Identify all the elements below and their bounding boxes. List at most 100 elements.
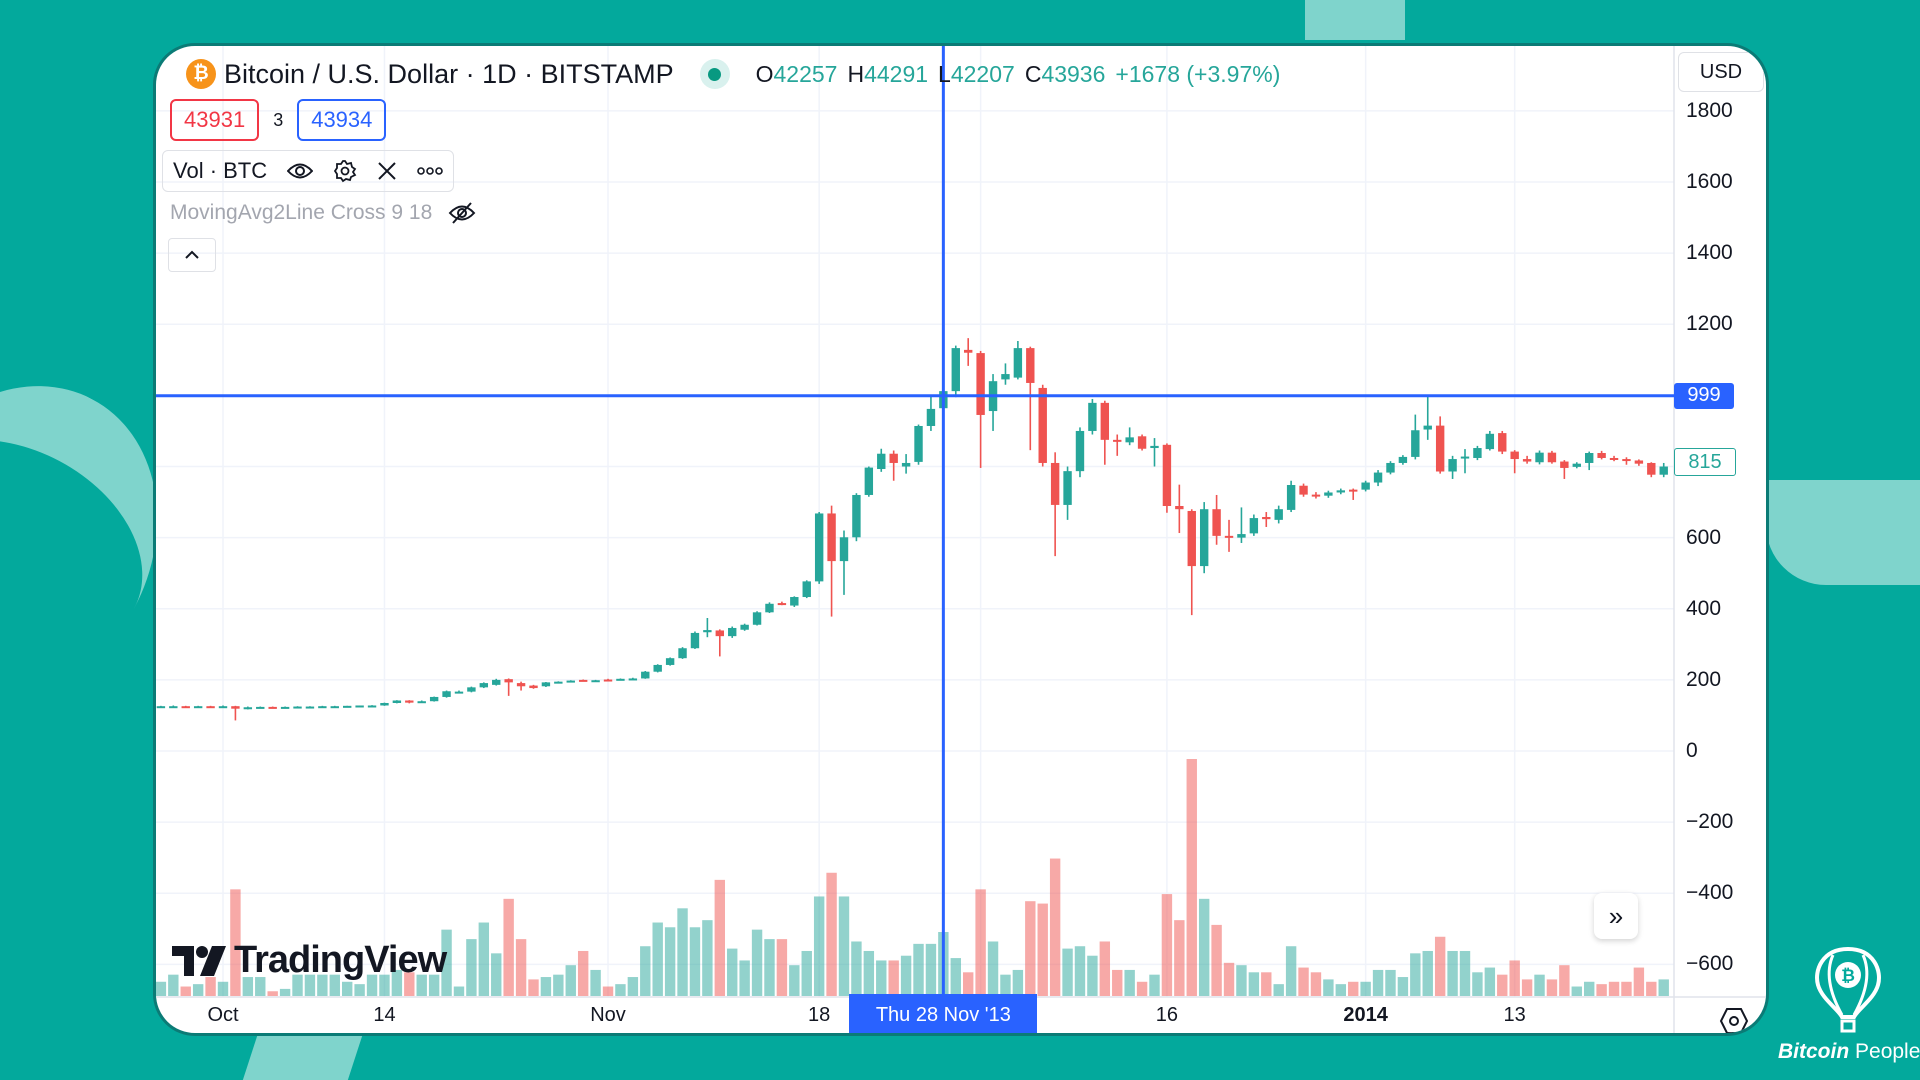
candle-body [1373,472,1383,483]
volume-bar [1397,977,1409,996]
price-tick-label: 1400 [1686,241,1733,265]
buy-button[interactable]: 43934 [297,99,387,141]
volume-bar [1211,924,1222,996]
candle-body [752,612,762,625]
candle-body [653,664,662,672]
time-tick-label: 2014 [1343,1004,1388,1026]
candle-body [877,453,886,470]
candle-body [1349,489,1358,492]
volume-bar [1559,965,1570,996]
candle-body [1249,518,1259,534]
tradingview-logo-icon [172,945,226,976]
volume-bar [640,946,651,996]
candle-body [678,648,687,659]
settings-hex-icon [1719,1008,1749,1033]
volume-bar [963,972,974,996]
candle-body [703,630,712,633]
volume-bar [428,974,440,996]
volume-bar [156,981,167,996]
candle-body [318,706,327,709]
volume-bar [255,977,266,996]
decor-shape-right [1766,480,1920,585]
candle-body [1286,485,1296,510]
candle-body [1423,425,1432,430]
eye-slash-icon[interactable] [448,201,476,225]
candle-body [1088,402,1097,431]
volume-bar [1372,969,1384,996]
tradingview-logo: TradingView [172,939,447,982]
volume-bar [491,953,502,996]
scroll-to-realtime-button[interactable]: » [1594,893,1638,939]
price-tick-label: 200 [1686,667,1722,691]
volume-bar [1335,984,1346,996]
volume-bar [714,879,725,996]
high-label: H [847,60,865,87]
market-status-icon[interactable] [699,59,730,89]
volume-bar [987,941,999,996]
volume-bar [1447,950,1458,996]
volume-bar [553,974,564,996]
candle-body [305,706,315,709]
candle-body [554,681,563,684]
tradingview-wordmark: TradingView [234,939,447,981]
volume-bar [168,974,179,996]
candle-body [492,679,501,685]
balloon-icon: ₿ [1815,946,1881,1033]
price-tick-label: 1600 [1686,170,1733,194]
candle-body [1187,510,1196,567]
candle-body [914,425,923,462]
volume-bar [888,960,899,996]
candle-body [1498,433,1507,452]
decor-bar-top [1305,0,1405,40]
volume-bar [1410,953,1421,996]
price-chart[interactable] [156,46,1766,1033]
volume-bar [1633,967,1645,996]
price-tick-label: 600 [1686,525,1722,549]
volume-indicator-label[interactable]: Vol · BTC [173,158,268,183]
volume-bar [1012,969,1024,996]
candle-body [1522,459,1532,462]
candle-body [777,603,787,606]
change-value: +1678 (+3.97%) [1115,60,1281,87]
last-price-label: 815 [1674,448,1736,477]
candle-body [355,705,364,708]
price-tick-label: 1800 [1686,98,1733,122]
price-tick-label: 0 [1686,739,1698,762]
volume-bar [1000,974,1011,996]
currency-selector[interactable]: USD [1678,52,1764,92]
candle-body [516,683,526,687]
volume-bar [1484,967,1496,996]
collapse-legend-button[interactable] [168,238,216,272]
symbol-header: ₿ Bitcoin / U.S. Dollar · 1D · BITSTAMP … [186,58,1280,90]
candle-body [628,678,638,681]
symbol-title[interactable]: Bitcoin / U.S. Dollar · 1D · BITSTAMP [224,58,674,89]
spread-value: 3 [273,109,284,130]
gear-icon[interactable] [333,159,357,183]
volume-bar [826,872,837,996]
ma-indicator-label[interactable]: MovingAvg2Line Cross 9 18 [170,201,433,224]
price-tick-label: 400 [1686,596,1722,620]
candle-body [1411,430,1420,457]
candle-body [578,679,588,682]
eye-icon[interactable] [287,161,314,181]
candle-body [417,701,426,704]
candle-body [591,680,600,683]
candle-body [1659,466,1668,475]
volume-bar [1062,948,1073,996]
more-options-icon[interactable] [417,166,443,176]
volume-bar [602,986,614,996]
volume-bar [913,943,924,996]
candle-body [454,691,464,694]
chart-window: ₿ Bitcoin / U.S. Dollar · 1D · BITSTAMP … [153,43,1769,1036]
close-icon[interactable] [377,161,397,181]
sell-button[interactable]: 43931 [170,99,260,141]
low-value: 42207 [950,60,1015,87]
volume-bar [863,950,875,996]
axis-settings-button[interactable] [1719,1006,1749,1033]
candle-body [231,706,240,709]
ma-indicator-legend: MovingAvg2Line Cross 9 18 [170,201,476,225]
volume-bar [1124,969,1135,996]
ohlc-legend: O42257 H44291 L42207 C43936 +1678 (+3.97… [756,61,1281,88]
candle-body [1013,348,1023,378]
candle-body [1150,445,1159,449]
